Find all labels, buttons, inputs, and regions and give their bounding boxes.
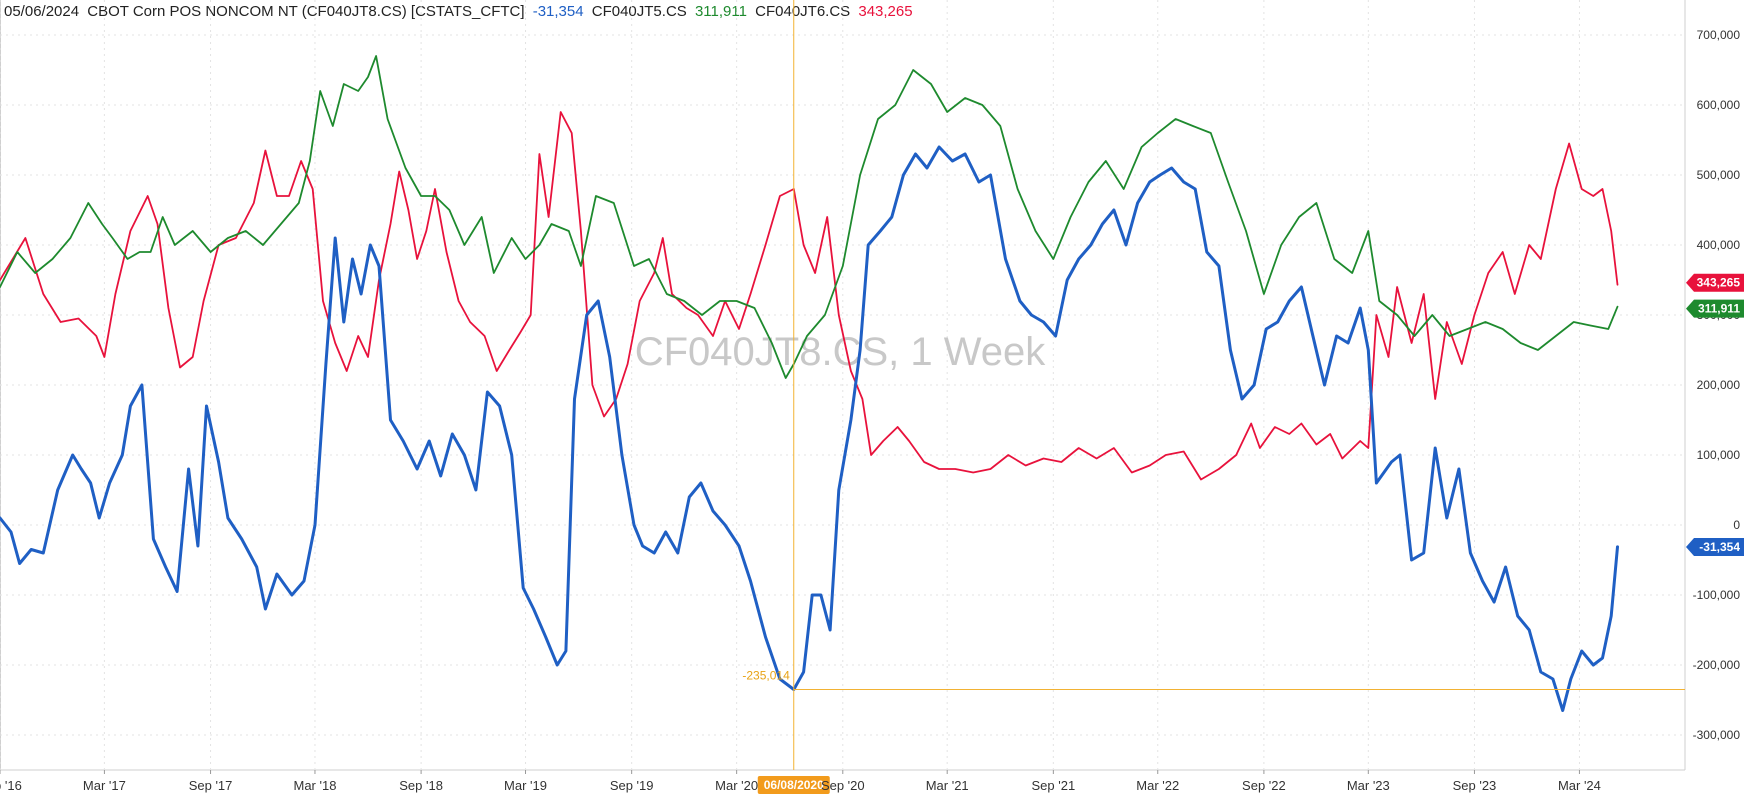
last-value-label-cf040jt5-cs: 311,911 — [1698, 302, 1740, 316]
series-line-cf040jt8-cs — [0, 145, 1619, 712]
y-tick-label: 500,000 — [1697, 168, 1741, 182]
last-value-badge-cf040jt8-cs — [1686, 537, 1744, 556]
header-title: CBOT Corn POS NONCOM NT (CF040JT8.CS) [C… — [87, 3, 525, 20]
x-tick-label: Sep '16 — [0, 778, 22, 793]
last-value-badges: 343,265 311,911 -31,354 — [1686, 273, 1744, 556]
y-tick-label: -300,000 — [1693, 728, 1741, 742]
x-tick-label: Sep '20 — [821, 778, 865, 793]
x-tick-label: Mar '24 — [1558, 778, 1601, 793]
x-tick-label: Mar '19 — [504, 778, 547, 793]
x-tick-label: Mar '20 — [715, 778, 758, 793]
x-tick-label: Sep '21 — [1031, 778, 1075, 793]
header-readout-jt5-label: CF040JT5.CS — [591, 3, 687, 20]
crosshair: -235,014 06/08/2020 — [742, 0, 1685, 794]
crosshair-value-label: -235,014 — [742, 669, 790, 683]
last-value-label-cf040jt6-cs: 343,265 — [1697, 276, 1741, 290]
chart-header: 05/06/2024 CBOT Corn POS NONCOM NT (CF04… — [4, 3, 917, 20]
last-value-badge-cf040jt6-cs — [1686, 273, 1744, 292]
y-tick-label: 200,000 — [1697, 378, 1741, 392]
last-value-badge-cf040jt5-cs — [1686, 299, 1744, 318]
series-line-cf040jt5-cs — [0, 55, 1619, 379]
y-tick-label: 400,000 — [1697, 238, 1741, 252]
header-readout-jt5-value: 311,911 — [694, 3, 747, 20]
x-tick-label: Mar '23 — [1347, 778, 1390, 793]
y-tick-label: 100,000 — [1697, 448, 1741, 462]
crosshair-date-badge — [757, 776, 830, 794]
x-tick-label: Sep '17 — [189, 778, 233, 793]
x-tick-label: Sep '18 — [399, 778, 443, 793]
x-tick-label: Sep '22 — [1242, 778, 1286, 793]
chart-series — [0, 55, 1619, 712]
y-tick-label: -200,000 — [1693, 658, 1741, 672]
series-line-cf040jt6-cs — [0, 111, 1619, 481]
y-axis: 700,000600,000500,000400,000300,000200,0… — [1693, 28, 1741, 742]
x-tick-label: Sep '23 — [1453, 778, 1497, 793]
header-date: 05/06/2024 — [4, 3, 80, 20]
x-tick-label: Mar '21 — [926, 778, 969, 793]
x-tick-label: Mar '18 — [293, 778, 336, 793]
chart-grid — [0, 0, 1686, 771]
header-readout-jt6-label: CF040JT6.CS — [755, 3, 851, 20]
header-readout-jt8-value: -31,354 — [532, 3, 584, 20]
header-readout-jt6-value: 343,265 — [858, 3, 913, 20]
chart-watermark: CF040JT8.CS, 1 Week — [635, 330, 1047, 374]
y-tick-label: 600,000 — [1697, 98, 1741, 112]
last-value-label-cf040jt8-cs: -31,354 — [1699, 540, 1740, 554]
x-tick-label: Sep '19 — [610, 778, 654, 793]
crosshair-date-label: 06/08/2020 — [764, 778, 824, 792]
y-tick-label: -100,000 — [1693, 588, 1741, 602]
y-tick-label: 700,000 — [1697, 28, 1741, 42]
x-axis: Sep '16 Mar '17 Sep '17 Mar '18 Sep '18 Mar '… — [0, 770, 1601, 793]
x-tick-label: Mar '22 — [1136, 778, 1179, 793]
y-tick-label: 0 — [1733, 518, 1740, 532]
x-tick-label: Mar '17 — [83, 778, 126, 793]
